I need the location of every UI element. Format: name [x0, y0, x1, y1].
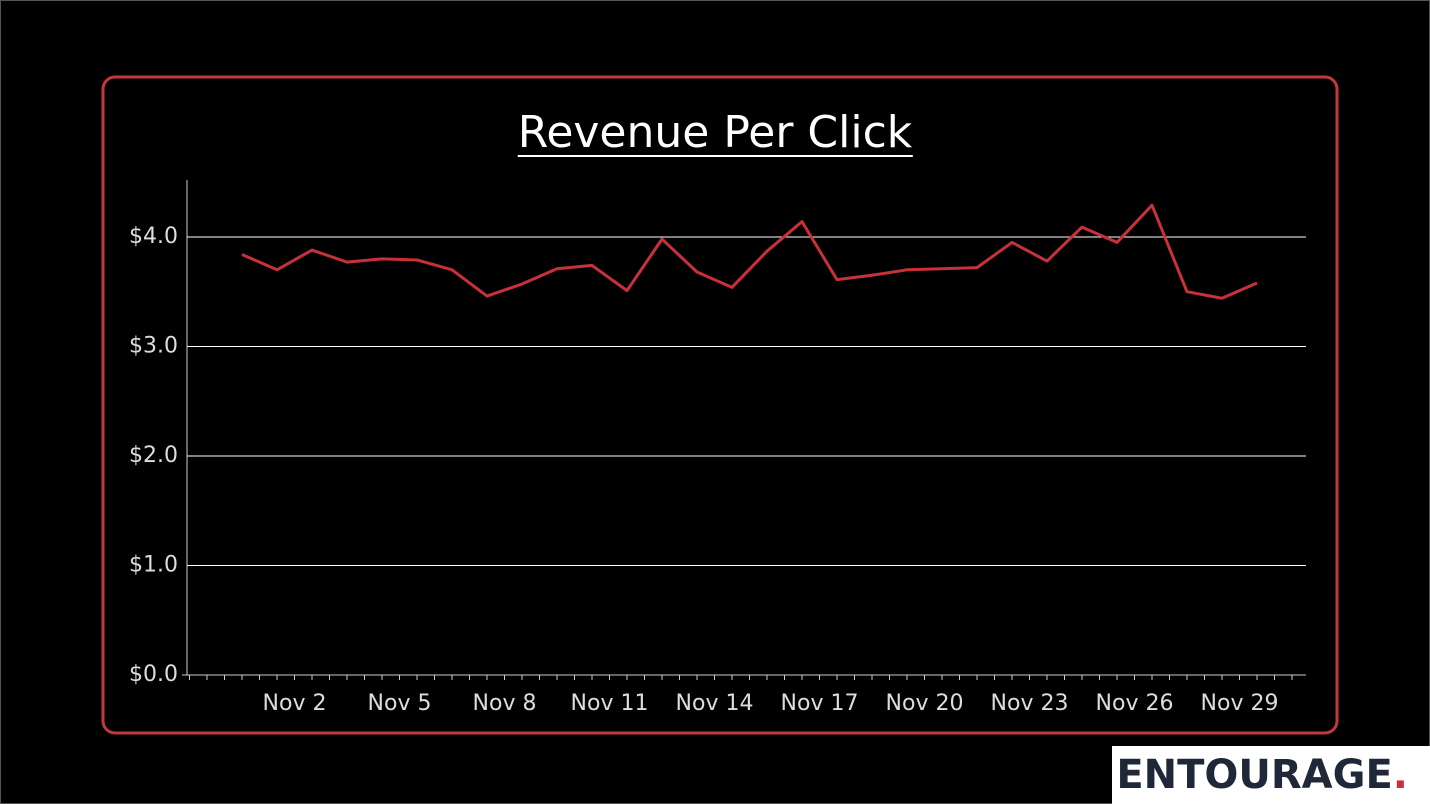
x-tick-label: Nov 2: [263, 691, 327, 716]
x-tick-label: Nov 17: [781, 691, 859, 716]
x-tick-label: Nov 14: [676, 691, 754, 716]
logo: ENTOURAGE.: [1116, 752, 1408, 798]
x-tick-label: Nov 8: [473, 691, 537, 716]
minor-ticks: [189, 675, 1293, 680]
y-tick-label: $2.0: [129, 443, 178, 468]
panel: [101, 75, 1339, 735]
chart-title: Revenue Per Click: [518, 107, 913, 158]
x-tick-label: Nov 20: [886, 691, 964, 716]
x-tick-label: Nov 5: [368, 691, 432, 716]
line: [241, 203, 1258, 300]
logo-dot: .: [1393, 752, 1408, 798]
x-tick-label: Nov 23: [991, 691, 1069, 716]
y-tick-label: $1.0: [129, 552, 178, 577]
x-tick-label: Nov 29: [1201, 691, 1279, 716]
logo-text: ENTOURAGE: [1116, 752, 1392, 798]
x-tick-label: Nov 11: [571, 691, 649, 716]
y-tick-label: $4.0: [129, 224, 178, 249]
y-tick-label: $3.0: [129, 333, 178, 358]
x-tick-label: Nov 26: [1096, 691, 1174, 716]
y-tick-label: $0.0: [129, 662, 178, 687]
logo-box: [1112, 746, 1430, 804]
